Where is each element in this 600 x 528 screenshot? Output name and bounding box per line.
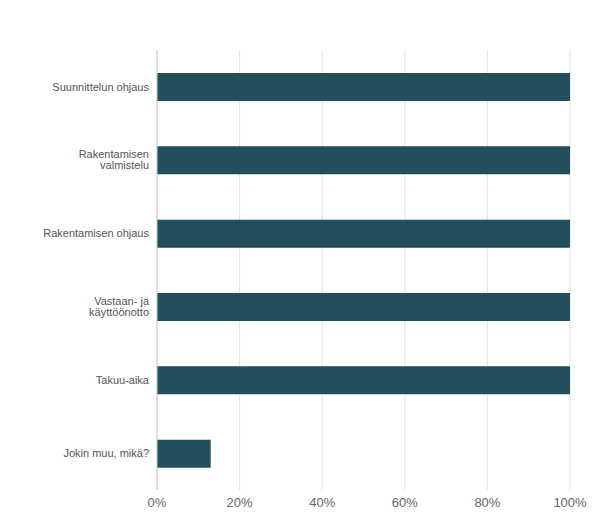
svg-text:60%: 60% <box>392 495 418 510</box>
svg-text:Suunnittelun ohjaus: Suunnittelun ohjaus <box>52 81 149 93</box>
svg-text:100%: 100% <box>553 495 587 510</box>
svg-text:Vastaan- jakäyttöönotto: Vastaan- jakäyttöönotto <box>89 295 150 318</box>
svg-text:Takuu-aika: Takuu-aika <box>96 374 150 386</box>
svg-text:Rakentamisen ohjaus: Rakentamisen ohjaus <box>43 227 149 239</box>
svg-text:80%: 80% <box>474 495 500 510</box>
svg-text:Rakentamisenvalmistelu: Rakentamisenvalmistelu <box>79 148 149 171</box>
svg-text:Jokin muu, mikä?: Jokin muu, mikä? <box>63 447 149 459</box>
svg-text:40%: 40% <box>309 495 335 510</box>
svg-text:20%: 20% <box>227 495 253 510</box>
svg-text:0%: 0% <box>148 495 167 510</box>
